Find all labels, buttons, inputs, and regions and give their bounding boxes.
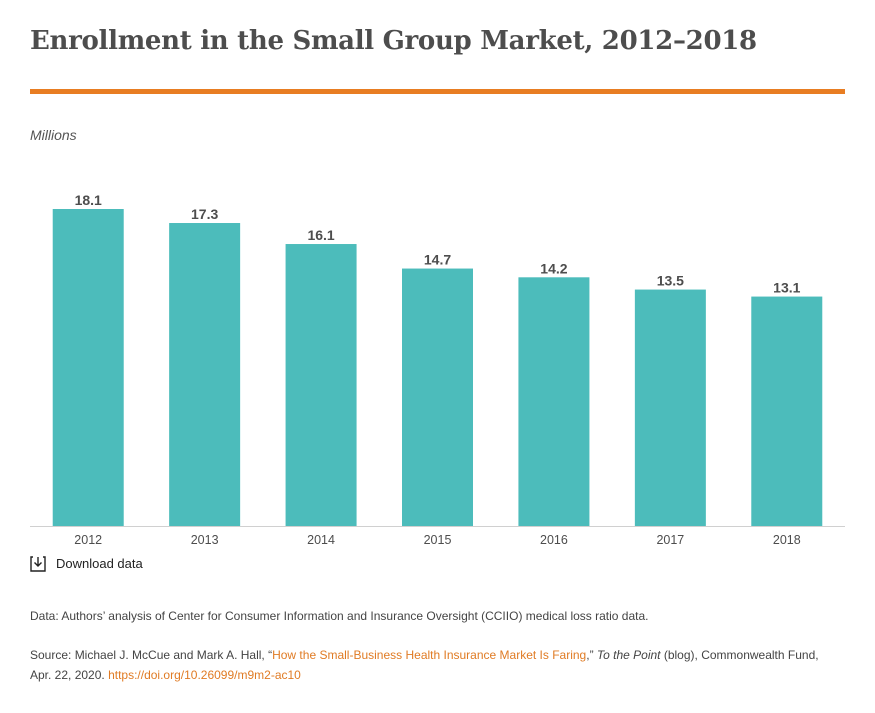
download-icon: [30, 555, 46, 572]
x-tick-label: 2017: [656, 533, 684, 547]
x-tick-label: 2014: [307, 533, 335, 547]
download-data-button[interactable]: Download data: [30, 555, 143, 572]
x-tick-label: 2012: [74, 533, 102, 547]
source-article-link[interactable]: How the Small-Business Health Insurance …: [272, 648, 587, 662]
bar-value-label: 14.7: [424, 252, 451, 268]
bar-value-label: 14.2: [540, 260, 567, 276]
source-mid: ,”: [586, 648, 597, 662]
bar-2014: [285, 244, 357, 526]
source-prefix: Source: Michael J. McCue and Mark A. Hal…: [30, 648, 273, 662]
source-note: Source: Michael J. McCue and Mark A. Hal…: [30, 645, 835, 685]
bar-2012: [52, 209, 124, 526]
x-tick-label: 2015: [424, 533, 452, 547]
data-note: Data: Authors’ analysis of Center for Co…: [30, 609, 649, 623]
bar-value-label: 16.1: [307, 227, 334, 243]
bar-2018: [751, 296, 823, 526]
bar-value-label: 13.1: [773, 280, 800, 296]
bar-2016: [518, 277, 590, 526]
units-label: Millions: [30, 127, 77, 143]
bar-2015: [402, 268, 473, 526]
bar-2017: [634, 289, 706, 526]
title-rule: [30, 89, 845, 94]
source-publication: To the Point: [596, 648, 661, 662]
bar-chart: 18.1 2012 17.3 2013 16.1 2014 14.7 2015 14.2 2016…: [30, 192, 845, 547]
bar-value-label: 13.5: [657, 273, 684, 289]
bar-value-label: 18.1: [75, 192, 102, 208]
download-label: Download data: [56, 556, 143, 571]
source-rest: (blog), Commonwealth Fund, Apr. 22, 2020…: [30, 648, 819, 682]
x-tick-label: 2018: [773, 533, 801, 547]
bar-value-label: 17.3: [191, 206, 218, 222]
x-tick-label: 2016: [540, 533, 568, 547]
bar-2013: [169, 223, 241, 526]
chart-title: Enrollment in the Small Group Market, 20…: [30, 26, 757, 56]
doi-link[interactable]: https://doi.org/10.26099/m9m2-ac10: [108, 668, 301, 682]
x-tick-label: 2013: [191, 533, 219, 547]
